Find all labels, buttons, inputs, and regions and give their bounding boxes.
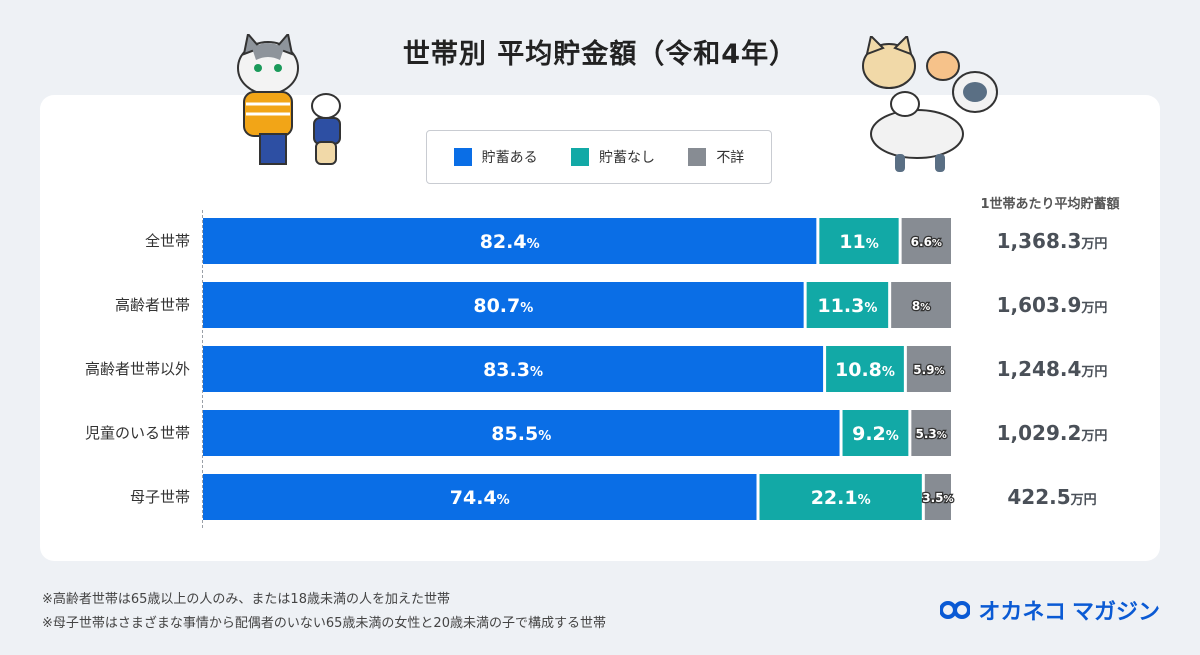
bar-value-label: 5.9%	[913, 363, 944, 377]
bar-value-label: 10.8%	[835, 359, 895, 381]
bar-value-label: 80.7%	[473, 295, 533, 317]
bar-segment	[203, 346, 824, 392]
bar-value-label: 82.4%	[480, 231, 540, 253]
bar-segment	[759, 474, 922, 520]
bar-segment	[891, 282, 951, 328]
bar-segment	[906, 346, 951, 392]
category-label: 高齢者世帯以外	[85, 360, 190, 378]
bar-value-label: 74.4%	[450, 487, 510, 509]
bar-segment	[203, 474, 757, 520]
bar-segment	[901, 218, 951, 264]
chart-legend: 貯蓄ある 貯蓄なし 不詳	[426, 130, 772, 184]
average-value: 1,248.4万円	[997, 357, 1108, 381]
logo-text-primary: オカネコ	[978, 600, 1066, 625]
chart-axis-line	[202, 210, 203, 528]
logo-text-secondary: マガジン	[1071, 600, 1160, 625]
bar-value-label: 83.3%	[483, 359, 543, 381]
average-value: 422.5万円	[1007, 485, 1096, 509]
legend-item-no-saving: 貯蓄なし	[570, 147, 655, 167]
legend-item-unknown: 不詳	[688, 147, 744, 167]
brand-logo: オカネコ マガジン	[940, 594, 1160, 626]
average-value: 1,029.2万円	[997, 421, 1108, 445]
category-label: 母子世帯	[130, 488, 190, 506]
bar-value-label: 11%	[839, 231, 878, 253]
footnote-elderly: ※高齢者世帯は65歳以上の人のみ、または18歳未満の人を加えた世帯	[42, 592, 450, 607]
bar-value-label: 85.5%	[491, 423, 551, 445]
legend-item-saving: 貯蓄ある	[453, 147, 538, 167]
logo-mark-icon	[940, 601, 971, 619]
bar-value-label: 9.2%	[852, 423, 899, 445]
bar-segment	[911, 410, 951, 456]
bar-value-label: 11.3%	[817, 295, 877, 317]
average-value: 1,368.3万円	[997, 229, 1108, 253]
legend-swatch	[570, 148, 589, 166]
bar-value-label: 8%	[912, 299, 930, 313]
bar-value-label: 5.3%	[916, 427, 947, 441]
bar-segment	[826, 346, 904, 392]
bar-segment	[203, 282, 804, 328]
average-value: 1,603.9万円	[997, 293, 1108, 317]
bar-value-label: 3.5%	[922, 491, 953, 505]
legend-swatch	[688, 148, 707, 166]
cat-illustration-left	[237, 34, 341, 165]
legend-label: 不詳	[716, 150, 745, 166]
legend-label: 貯蓄なし	[598, 150, 655, 166]
bar-segment	[842, 410, 909, 456]
bar-segment	[203, 410, 840, 456]
bar-segment	[819, 218, 899, 264]
bar-segment	[924, 474, 951, 520]
category-label: 児童のいる世帯	[85, 424, 190, 442]
bar-value-label: 6.6%	[911, 235, 942, 249]
category-label: 高齢者世帯	[115, 296, 190, 314]
legend-swatch	[453, 148, 472, 166]
footnote-single-mother: ※母子世帯はさまざまな事情から配偶者のいない65歳未満の女性と20歳未満の子で構…	[42, 616, 606, 631]
average-column-header: 1世帯あたり平均貯蓄額	[980, 197, 1120, 212]
chart-title: 世帯別 平均貯金額（令和4年）	[402, 39, 798, 70]
bar-segment	[806, 282, 889, 328]
legend-label: 貯蓄ある	[481, 150, 538, 166]
category-label: 全世帯	[145, 232, 190, 250]
bar-segment	[203, 218, 817, 264]
cats-illustration-right	[862, 36, 998, 172]
bar-value-label: 22.1%	[811, 487, 871, 509]
